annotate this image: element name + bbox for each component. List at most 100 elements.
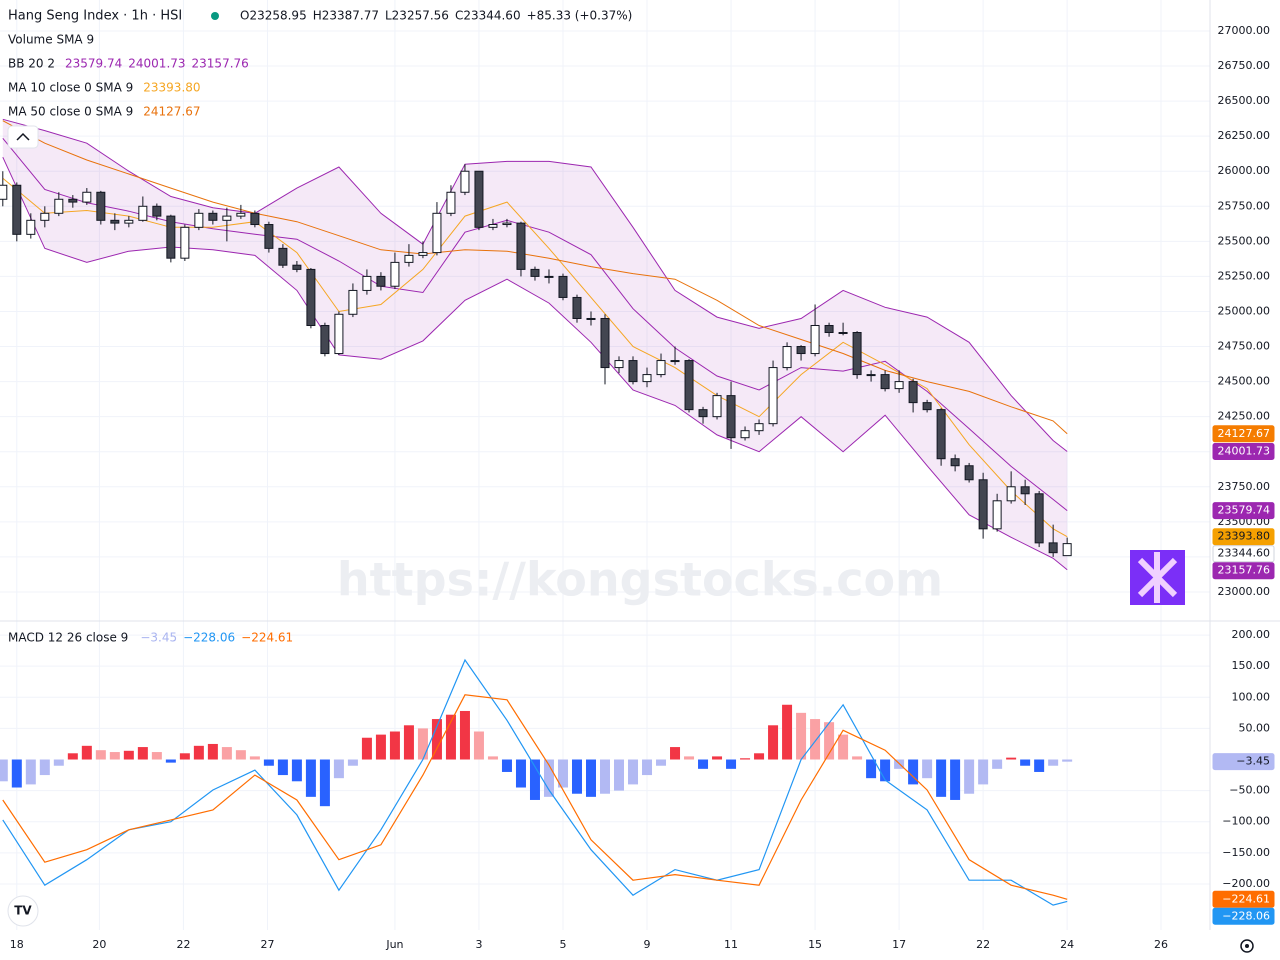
y-tick-label: 26500.00 — [1218, 94, 1271, 107]
x-tick-label: 20 — [92, 938, 106, 951]
histogram-bar — [319, 759, 330, 807]
candle-body — [1062, 543, 1072, 557]
histogram-bar — [123, 750, 134, 760]
price-tag-label: −224.61 — [1222, 892, 1270, 905]
candle-body — [894, 381, 904, 390]
y-tick-label: 27000.00 — [1218, 24, 1271, 37]
candle-body — [474, 170, 484, 228]
histogram-bar — [754, 753, 765, 760]
candle-body — [180, 226, 190, 259]
candle-body — [642, 374, 652, 383]
x-tick-label: 11 — [724, 938, 738, 951]
price-tag-label: −228.06 — [1222, 909, 1270, 922]
histogram-bar — [600, 759, 610, 794]
candle-body — [110, 219, 120, 224]
histogram-bar — [67, 753, 78, 760]
macd-legend-value: −3.45 — [140, 631, 177, 645]
histogram-bar — [389, 731, 400, 760]
candle-body — [558, 275, 568, 298]
indicator-line — [2, 118, 1068, 452]
candle-body — [880, 374, 890, 390]
histogram-bar — [1034, 759, 1045, 772]
candle-body — [138, 205, 148, 221]
histogram-bar — [978, 759, 989, 785]
candle-body — [264, 224, 274, 249]
histogram-bar — [529, 759, 540, 800]
candle-body — [838, 332, 848, 335]
x-tick-label: 27 — [260, 938, 274, 951]
candle-body — [572, 296, 582, 319]
candle-body — [488, 224, 498, 228]
candle-body — [796, 346, 806, 355]
tv-logo[interactable]: TV — [7, 895, 39, 927]
histogram-bar — [768, 725, 779, 760]
histogram-bar — [291, 759, 302, 782]
candle-body — [852, 332, 862, 376]
legend-label: MA 50 close 0 SMA 9 — [8, 105, 133, 119]
legend-label: Volume SMA 9 — [8, 33, 94, 47]
candle-body — [12, 184, 22, 235]
histogram-bar — [543, 759, 554, 797]
candle-body — [278, 247, 288, 266]
histogram-bar — [585, 759, 596, 797]
candle-body — [754, 423, 764, 432]
candle-body — [1006, 486, 1016, 502]
collapse-button[interactable] — [7, 125, 39, 149]
y-tick-label: 26250.00 — [1218, 129, 1271, 142]
ohlc-value: L23257.56 — [385, 9, 449, 23]
histogram-bar — [726, 759, 737, 769]
candle-body — [726, 395, 736, 439]
candle-body — [740, 430, 750, 439]
histogram-bar — [165, 759, 176, 763]
price-tag — [1212, 502, 1275, 520]
histogram-bar — [25, 759, 36, 785]
candle-body — [460, 170, 470, 193]
candle-body — [236, 212, 246, 217]
histogram-bar — [908, 759, 919, 785]
y-tick-label: −150.00 — [1222, 846, 1270, 859]
candle-body — [502, 222, 512, 226]
y-tick-label: 50.00 — [1239, 721, 1271, 734]
histogram-bar — [950, 759, 961, 800]
header: Hang Seng Index · 1h · HSI O23258.95 H233… — [8, 9, 632, 645]
candle-body — [908, 381, 918, 404]
histogram-bar — [361, 737, 372, 760]
candle-body — [194, 212, 204, 228]
candle-body — [922, 402, 932, 411]
candle-body — [628, 360, 638, 383]
histogram-bar — [838, 734, 849, 760]
x-tick-label: 17 — [892, 938, 906, 951]
indicator-line — [2, 120, 1068, 435]
histogram-bar — [179, 753, 190, 760]
candle-body — [166, 215, 176, 259]
candle-body — [362, 275, 372, 291]
histogram-bar — [712, 756, 723, 760]
settings-button[interactable] — [1240, 939, 1254, 953]
logo-circle[interactable] — [7, 895, 39, 927]
candle-body — [516, 222, 526, 270]
candle-body — [96, 191, 106, 221]
collapse-box[interactable] — [7, 125, 39, 149]
ohlc-value: +85.33 (+0.37%) — [527, 9, 633, 23]
ohlc-value: O23258.95 — [240, 9, 307, 23]
histogram-bar — [796, 712, 807, 760]
y-tick-label: 24250.00 — [1218, 410, 1271, 423]
histogram-bar — [277, 759, 288, 776]
macd-line — [2, 694, 1068, 900]
legend-value: 23393.80 — [143, 81, 200, 95]
y-tick-label: 25500.00 — [1218, 234, 1271, 247]
gear[interactable] — [1240, 939, 1254, 953]
candle-body — [54, 198, 64, 214]
histogram-bar — [782, 704, 793, 760]
y-tick-label: 24500.00 — [1218, 375, 1271, 388]
histogram-bar — [109, 752, 120, 760]
histogram-bar — [11, 759, 22, 788]
ohlc-value: H23387.77 — [313, 9, 379, 23]
candle-body — [964, 465, 974, 481]
y-tick-label: 24750.00 — [1218, 340, 1271, 353]
candle-body — [320, 324, 330, 355]
x-tick-label: 26 — [1154, 938, 1168, 951]
macd-line — [2, 658, 1068, 906]
legend-value: 24127.67 — [143, 105, 200, 119]
